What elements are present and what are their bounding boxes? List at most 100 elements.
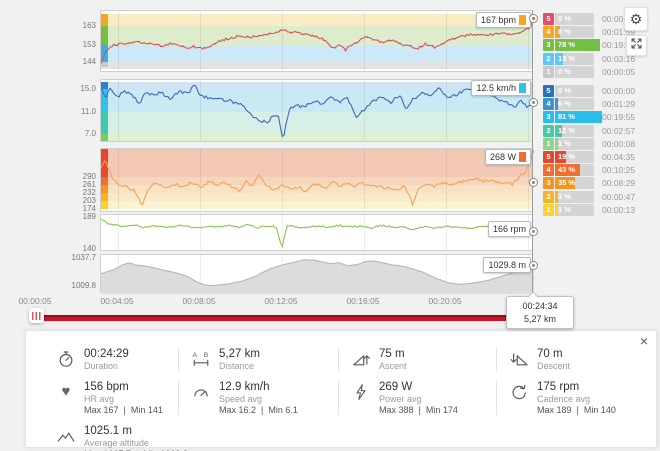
- marker-dot: [532, 180, 535, 184]
- scrubber-left-handle[interactable]: [29, 308, 44, 323]
- zone-bar-fill: [555, 39, 600, 52]
- zone-1-bar: 1 %: [555, 203, 627, 216]
- altitude-value-tooltip: 1029.8 m: [483, 257, 531, 273]
- x-axis-label: 00:08:05: [182, 296, 216, 306]
- close-button[interactable]: ×: [639, 333, 648, 349]
- zone-1-time: 00:00:05: [602, 66, 636, 77]
- power-zone-3-row: 3 35 %: [543, 177, 627, 190]
- chart-cadence[interactable]: [100, 214, 534, 251]
- zone-1-bar: 0 %: [555, 65, 627, 78]
- zone-2-bar: 13 %: [555, 52, 627, 65]
- stat-value: 70 m: [537, 348, 563, 360]
- altitude-value-text: 1029.8 m: [488, 260, 526, 270]
- zone-3-bar: 81 %: [555, 111, 627, 124]
- chart-heart-rate[interactable]: [100, 10, 534, 72]
- fullscreen-button[interactable]: [626, 35, 647, 56]
- stat-ascent: 75 m Ascent: [338, 348, 496, 371]
- power-axis-label: 261: [82, 179, 96, 189]
- cadence-value-text: 166 rpm: [492, 224, 526, 234]
- stat-value: 12.9 km/h: [219, 381, 270, 393]
- x-axis-label: 00:00:05: [18, 296, 52, 306]
- zone-4-badge: 4: [543, 26, 554, 39]
- settings-button[interactable]: ⚙: [624, 7, 648, 31]
- stat-label: Speed avg: [219, 394, 263, 404]
- zone-scale-stripe: [101, 149, 108, 177]
- stat-text: 175 rpm Cadence avg Max 189 | Min 140: [537, 381, 616, 415]
- cadence-axis-label: 140: [82, 243, 96, 253]
- heart-rate-zone-5-row: 5 0 %: [543, 13, 627, 25]
- heart-rate-axis-label: 163: [82, 21, 96, 31]
- zone-4-time: 00:10:25: [602, 165, 636, 176]
- chart-power[interactable]: [100, 148, 534, 212]
- zone-scale-stripe: [101, 134, 108, 141]
- scrubber-range-bar[interactable]: [40, 315, 546, 321]
- mountains-icon: [56, 426, 76, 446]
- speed-axis-label: 11.0: [81, 106, 96, 116]
- cursor-line[interactable]: [532, 10, 533, 293]
- zone-5-time: 00:04:35: [602, 152, 636, 162]
- zone-color-swatch: [519, 83, 526, 93]
- zone-bar-fill: [555, 164, 580, 177]
- zone-band: [101, 111, 533, 134]
- zone-scale-stripe: [101, 26, 108, 45]
- zone-color-swatch: [519, 152, 526, 162]
- power-cursor-marker[interactable]: [529, 177, 538, 187]
- stat-minmax: Max 388 | Min 174: [379, 405, 458, 415]
- zone-percent-label: 0 %: [558, 14, 571, 23]
- zone-bar-track: [555, 85, 594, 97]
- stat-value: 269 W: [379, 381, 413, 393]
- heart-rate-value-text: 167 bpm: [480, 15, 516, 25]
- chart-altitude[interactable]: [100, 254, 534, 294]
- zone-5-badge: 5: [543, 13, 554, 25]
- stat-minmax: Max 16.2 | Min 6.1: [219, 405, 298, 415]
- zone-percent-label: 35 %: [558, 178, 576, 188]
- stat-label: Ascent: [379, 361, 407, 371]
- stat-speed-avg: 12.9 km/h Speed avg Max 16.2 | Min 6.1: [178, 381, 338, 415]
- zone-bar-track: [555, 98, 594, 111]
- marker-dot: [532, 263, 535, 267]
- altitude-cursor-marker[interactable]: [529, 260, 538, 270]
- summary-stats-grid: 00:24:29 Duration A B 5,27 km Distance 75 m Asc…: [56, 348, 660, 451]
- stat-duration: 00:24:29 Duration: [56, 348, 178, 371]
- stopwatch-icon: [56, 349, 76, 369]
- cadence-cursor-marker[interactable]: [529, 226, 538, 236]
- zone-bar-fill: [555, 203, 558, 216]
- zone-3-badge: 3: [543, 177, 554, 190]
- zone-2-time: 00:02:57: [602, 125, 636, 136]
- zone-2-bar: 12 %: [555, 124, 627, 137]
- marker-dot: [532, 16, 535, 20]
- chart-speed[interactable]: [100, 79, 534, 142]
- fullscreen-icon: [630, 37, 643, 55]
- zone-band: [101, 26, 533, 45]
- zone-4-time: 00:01:59: [602, 27, 636, 38]
- time-gridline: [200, 80, 201, 141]
- zone-3-time: 00:19:55: [602, 112, 636, 123]
- stat-text: 75 m Ascent: [379, 348, 407, 371]
- time-gridline: [364, 215, 365, 250]
- power-value-tooltip: 268 W: [484, 149, 531, 165]
- zone-scale-stripe: [101, 61, 108, 68]
- zone-bar-fill: [555, 124, 562, 137]
- speed-cursor-marker[interactable]: [529, 98, 538, 108]
- heart-rate-zone-4-row: 4 8 %: [543, 26, 627, 39]
- time-gridline: [200, 255, 201, 292]
- cadence-icon: [509, 382, 529, 402]
- stat-distance: A B 5,27 km Distance: [178, 348, 338, 371]
- power-zone-5-row: 5 19 %: [543, 151, 627, 163]
- zone-bar-fill: [555, 190, 558, 203]
- zone-1-badge: 1: [543, 65, 554, 78]
- cadence-value-tooltip: 166 rpm: [487, 221, 531, 237]
- time-gridline: [118, 11, 119, 71]
- zone-bar-track: [555, 124, 594, 137]
- heart-rate-cursor-marker[interactable]: [529, 13, 538, 23]
- zone-4-bar: 43 %: [555, 164, 627, 177]
- heart-rate-axis-label: 153: [82, 39, 96, 49]
- power-zone-4-row: 4 43 %: [543, 164, 627, 177]
- time-gridline: [118, 80, 119, 141]
- svg-text:B: B: [204, 352, 209, 359]
- stat-label: Descent: [537, 361, 571, 371]
- zone-percent-label: 1 %: [558, 138, 571, 148]
